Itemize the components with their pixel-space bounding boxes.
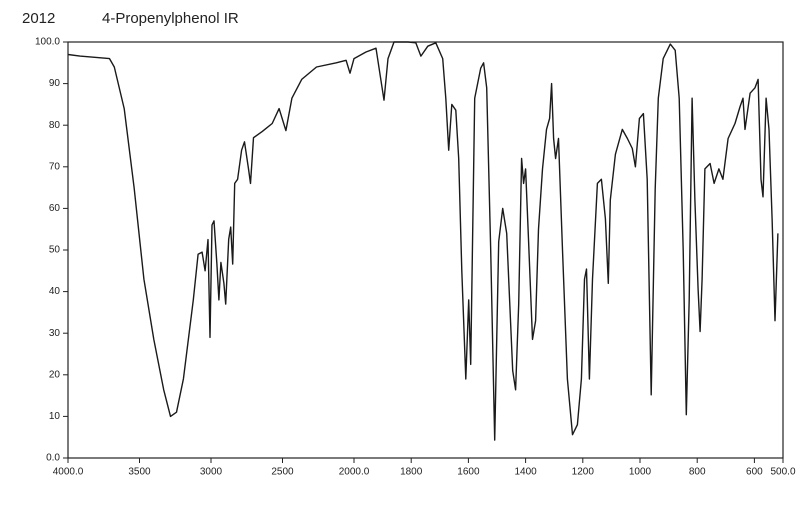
x-tick-label: 2500 [271, 467, 294, 478]
x-tick-label: 3000 [200, 467, 223, 478]
y-tick-label: 40 [49, 286, 61, 297]
y-tick-label: 50 [49, 245, 61, 256]
y-tick-label: 60 [49, 203, 61, 214]
x-tick-label: 4000.0 [53, 467, 84, 478]
x-tick-label: 800 [689, 467, 706, 478]
x-tick-label: 1800 [400, 467, 423, 478]
x-tick-label: 600 [746, 467, 763, 478]
chart-subtitle: 2012 [22, 10, 55, 27]
y-tick-label: 80 [49, 120, 61, 131]
y-tick-label: 30 [49, 328, 61, 339]
y-tick-label: 0.0 [46, 453, 60, 464]
x-tick-label: 1000 [629, 467, 652, 478]
y-tick-label: 10 [49, 411, 61, 422]
x-tick-label: 1200 [572, 467, 595, 478]
x-tick-label: 500.0 [770, 467, 795, 478]
x-tick-label: 3500 [128, 467, 151, 478]
y-tick-label: 70 [49, 161, 61, 172]
y-tick-label: 90 [49, 78, 61, 89]
x-tick-label: 1400 [514, 467, 537, 478]
y-tick-label: 20 [49, 369, 61, 380]
plot-frame [67, 41, 784, 459]
x-tick-label: 1600 [457, 467, 480, 478]
x-tick-label: 2000.0 [339, 467, 370, 478]
chart-title: 4-Propenylphenol IR [102, 10, 239, 27]
y-tick-label: 100.0 [35, 37, 60, 48]
spectrum-line [67, 41, 779, 441]
